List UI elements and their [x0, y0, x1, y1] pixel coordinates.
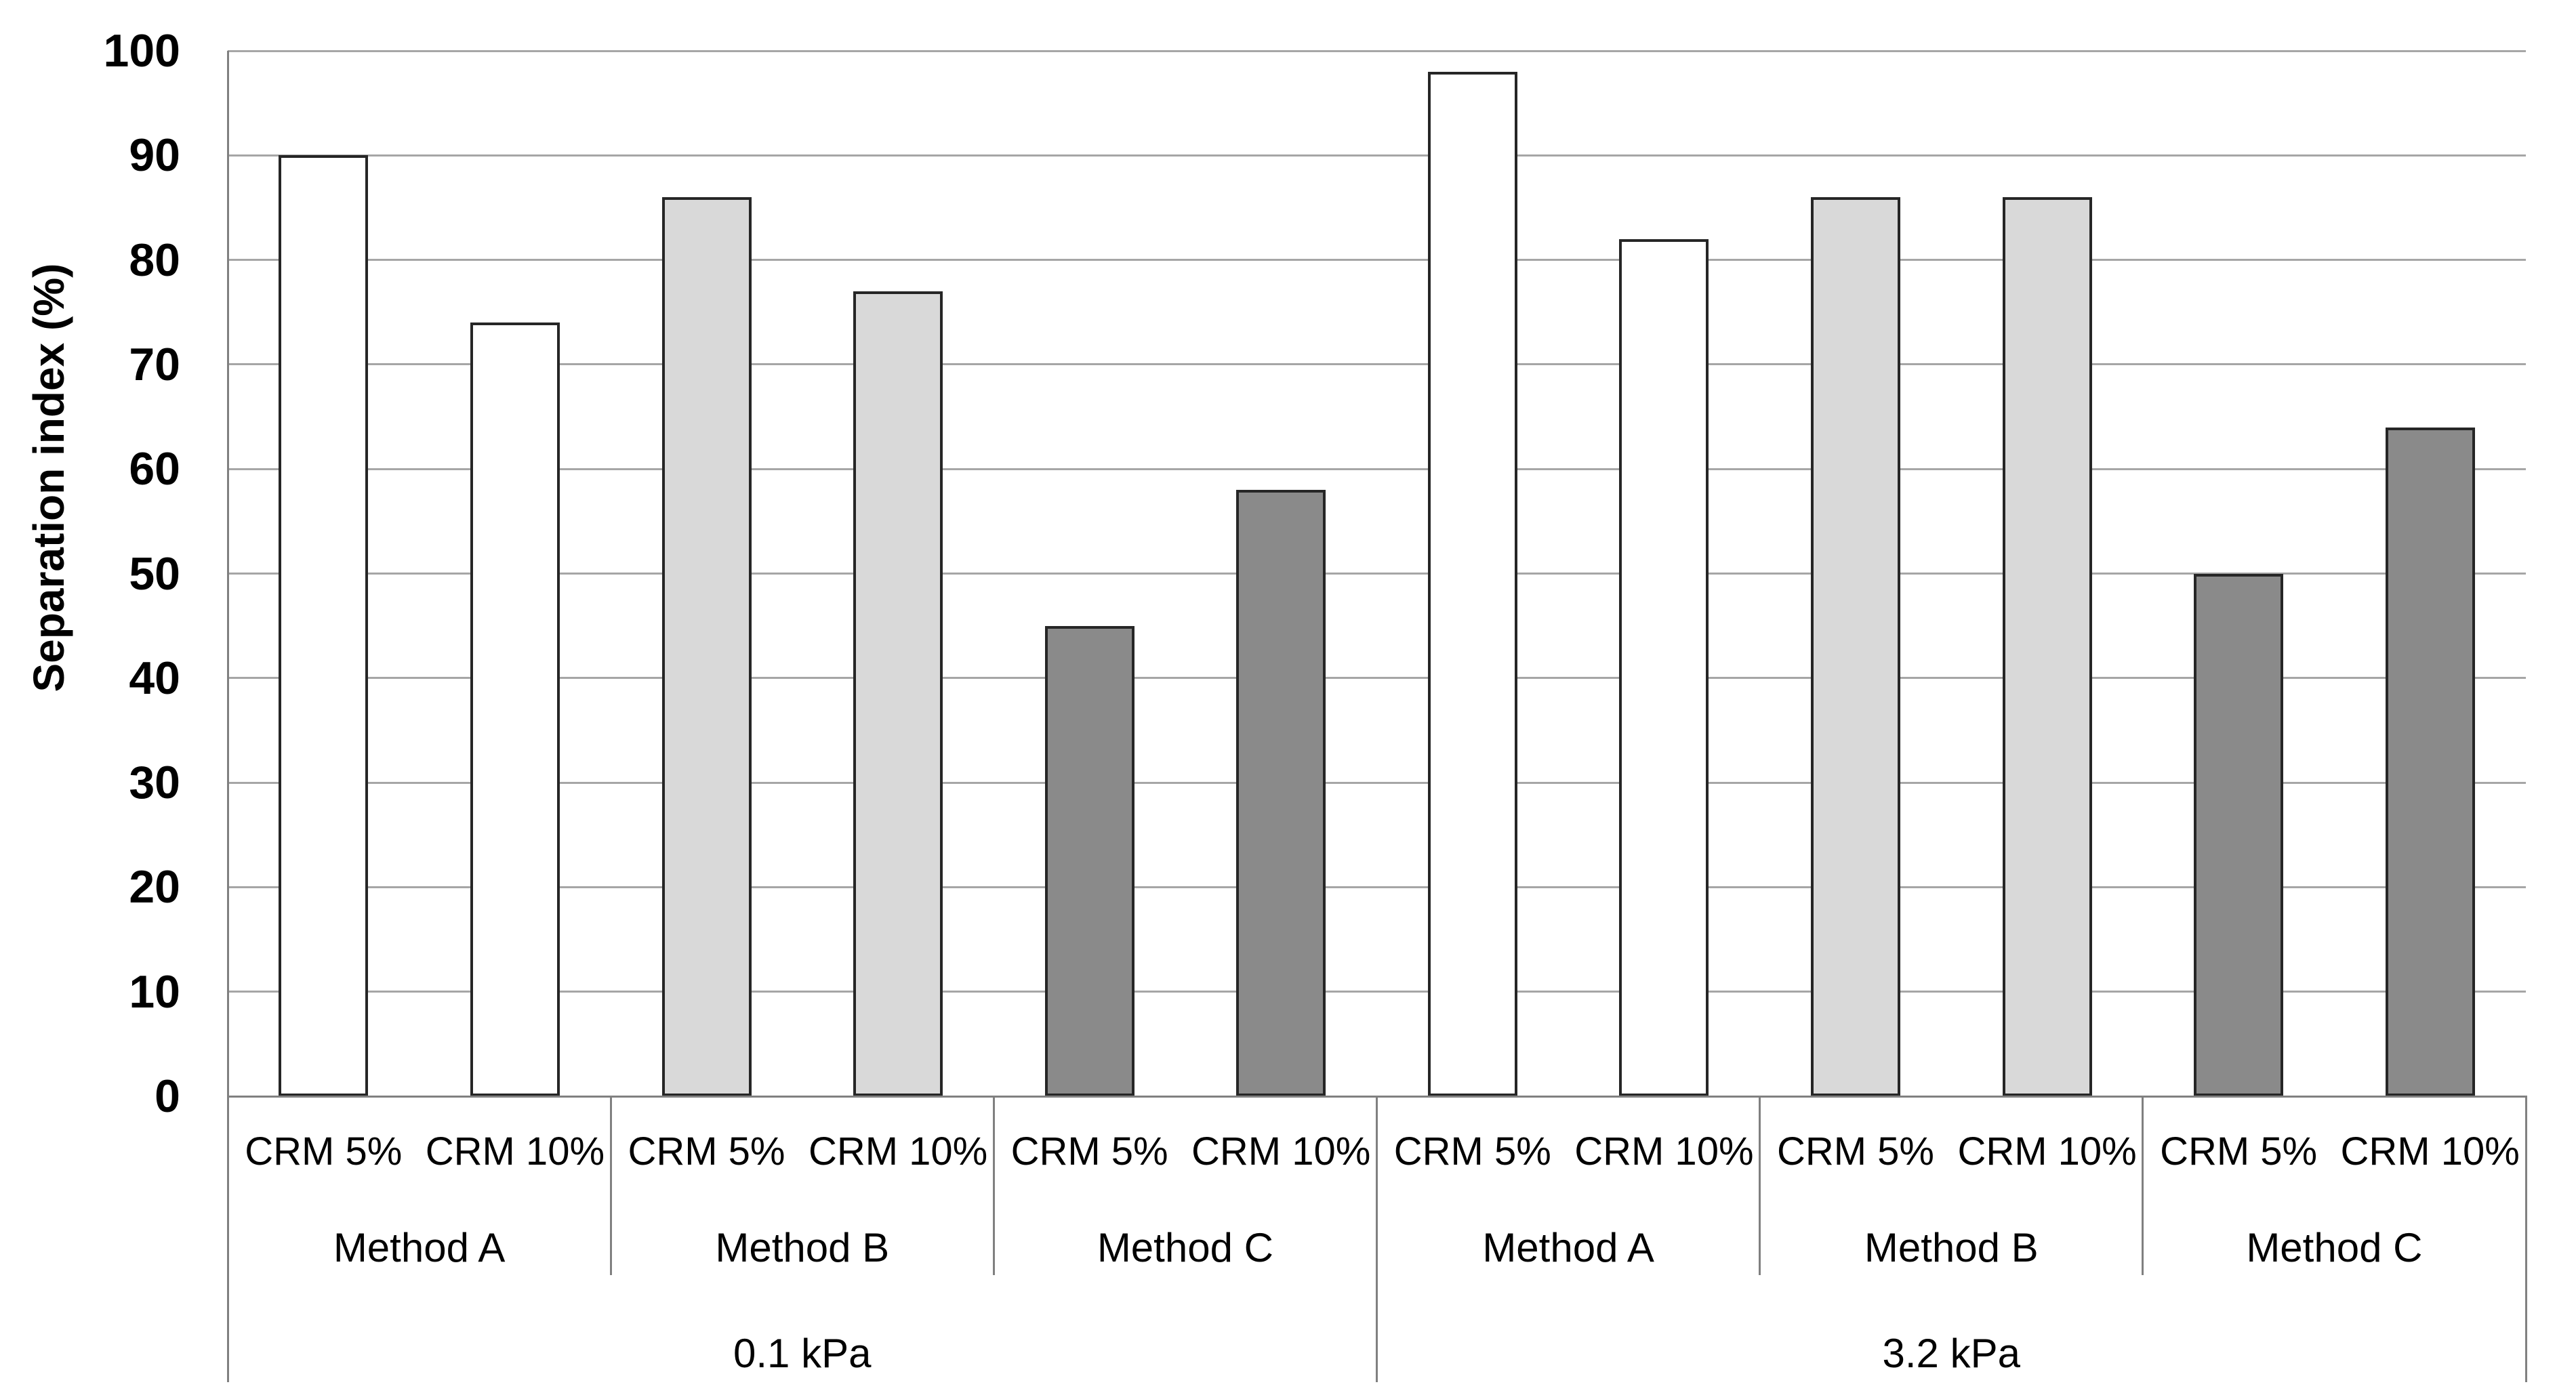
category-label-crm: CRM 10%	[1574, 1129, 1754, 1173]
y-tick-label: 100	[103, 25, 180, 77]
pressure-group-separator	[1376, 1096, 1378, 1382]
bar	[470, 323, 560, 1096]
y-tick-label: 10	[129, 965, 180, 1018]
category-label-crm: CRM 10%	[808, 1129, 988, 1173]
category-label-method: Method A	[1482, 1225, 1654, 1270]
method-group-separator	[992, 1096, 995, 1275]
gridline	[228, 363, 2526, 366]
y-tick-label: 60	[129, 443, 180, 495]
category-label-crm: CRM 10%	[1191, 1129, 1371, 1173]
gridline	[228, 573, 2526, 575]
category-label-pressure: 3.2 kPa	[1882, 1331, 2020, 1376]
gridline	[228, 677, 2526, 680]
gridline	[228, 467, 2526, 470]
method-group-separator	[2142, 1096, 2144, 1275]
method-group-separator	[609, 1096, 612, 1275]
y-tick-label: 0	[155, 1070, 180, 1122]
gridline	[228, 781, 2526, 784]
y-tick-label: 90	[129, 129, 180, 182]
bar	[661, 197, 752, 1096]
category-label-method: Method A	[333, 1225, 506, 1270]
bar	[1044, 625, 1134, 1097]
y-tick-label: 50	[129, 547, 180, 600]
category-label-crm: CRM 5%	[1393, 1129, 1551, 1173]
gridline	[228, 991, 2526, 993]
y-tick-label: 80	[129, 234, 180, 286]
method-group-separator	[1759, 1096, 1761, 1275]
gridline	[228, 259, 2526, 262]
category-label-method: Method B	[1864, 1225, 2039, 1270]
category-label-crm: CRM 5%	[2160, 1129, 2318, 1173]
category-label-method: Method B	[715, 1225, 890, 1270]
y-tick-label: 30	[129, 757, 180, 809]
category-label-crm: CRM 5%	[245, 1129, 403, 1173]
bar	[1427, 71, 1517, 1096]
category-label-method: Method C	[2246, 1225, 2423, 1270]
gridline	[228, 886, 2526, 888]
y-tick-label: 20	[129, 861, 180, 913]
category-label-pressure: 0.1 kPa	[733, 1331, 872, 1376]
category-label-method: Method C	[1097, 1225, 1273, 1270]
category-label-crm: CRM 5%	[1010, 1129, 1168, 1173]
pressure-group-separator	[2524, 1096, 2527, 1382]
category-label-crm: CRM 10%	[425, 1129, 605, 1173]
category-label-crm: CRM 10%	[1957, 1129, 2137, 1173]
bar	[279, 155, 369, 1096]
y-axis-line	[226, 51, 229, 1098]
gridline	[228, 154, 2526, 157]
bar	[853, 291, 943, 1096]
bar	[1619, 238, 1709, 1096]
category-label-crm: CRM 10%	[2340, 1129, 2520, 1173]
y-tick-label: 70	[129, 338, 180, 390]
y-tick-label: 40	[129, 652, 180, 704]
category-label-crm: CRM 5%	[1776, 1129, 1934, 1173]
bar	[2385, 427, 2475, 1096]
gridline	[228, 49, 2526, 52]
bar	[2002, 197, 2092, 1096]
pressure-group-separator	[226, 1096, 229, 1382]
bar	[2194, 573, 2284, 1096]
bar	[1236, 490, 1326, 1096]
category-label-crm: CRM 5%	[628, 1129, 785, 1173]
bar	[1811, 197, 1900, 1096]
